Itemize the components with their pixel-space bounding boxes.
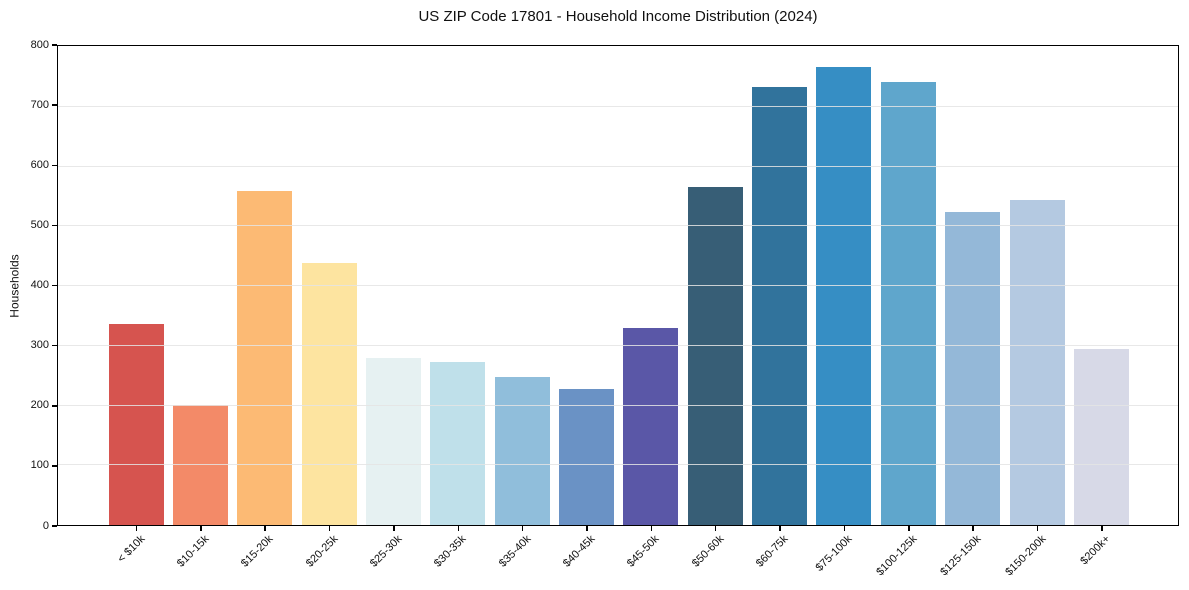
- x-tick-label: < $10k: [114, 533, 147, 566]
- x-tick-mark: [264, 526, 266, 531]
- grid-line: [58, 225, 1178, 227]
- x-tick-mark: [1036, 526, 1039, 531]
- y-tick-mark: [52, 224, 57, 227]
- y-tick-label: 500: [30, 218, 49, 231]
- grid-line: [58, 404, 1178, 406]
- y-tick-label: 0: [42, 519, 49, 532]
- bar: [430, 362, 486, 525]
- bar: [752, 87, 808, 525]
- bar: [1073, 349, 1129, 525]
- y-tick-mark: [52, 104, 57, 106]
- x-tick-mark: [908, 526, 910, 531]
- bar: [237, 191, 293, 525]
- grid-line: [58, 344, 1178, 346]
- grid-line: [58, 285, 1178, 286]
- bar: [687, 187, 743, 525]
- x-tick-mark: [650, 526, 653, 531]
- y-tick-mark: [52, 465, 57, 467]
- x-tick-mark: [457, 526, 460, 531]
- y-tick-label: 600: [30, 158, 49, 171]
- grid-line: [58, 105, 1178, 107]
- plot-area: [57, 45, 1179, 526]
- x-tick-mark: [393, 526, 395, 531]
- bar: [1009, 200, 1065, 525]
- x-tick-mark: [714, 526, 717, 531]
- x-tick-mark: [586, 526, 588, 531]
- bar: [623, 328, 679, 525]
- y-tick-mark: [52, 44, 57, 46]
- bar: [559, 389, 615, 525]
- y-tick-label: 200: [30, 399, 49, 412]
- y-tick-label: 100: [30, 459, 49, 472]
- y-tick-label: 300: [30, 339, 49, 352]
- x-tick-mark: [328, 526, 331, 531]
- y-tick-mark: [52, 405, 57, 407]
- x-tick-mark: [779, 526, 781, 531]
- grid-line: [58, 165, 1178, 167]
- x-tick-mark: [521, 526, 524, 531]
- grid-line: [58, 464, 1178, 466]
- y-tick-mark: [52, 164, 57, 166]
- x-tick-mark: [135, 526, 138, 531]
- y-tick-mark: [52, 525, 57, 527]
- x-tick-mark: [972, 526, 974, 531]
- bar: [301, 263, 357, 525]
- bar: [945, 212, 1001, 525]
- bar: [365, 358, 421, 525]
- y-tick-mark: [52, 344, 57, 347]
- bar: [108, 324, 164, 525]
- bar: [880, 82, 936, 525]
- x-tick-mark: [843, 526, 846, 531]
- y-tick-label: 700: [30, 98, 49, 111]
- chart-title: US ZIP Code 17801 - Household Income Dis…: [418, 8, 818, 25]
- x-tick-mark: [200, 526, 202, 531]
- bar: [816, 67, 872, 525]
- x-tick-mark: [1101, 526, 1103, 531]
- y-tick-label: 400: [30, 279, 49, 291]
- y-tick-mark: [52, 284, 57, 287]
- y-tick-label: 800: [30, 38, 49, 51]
- bar: [494, 377, 550, 525]
